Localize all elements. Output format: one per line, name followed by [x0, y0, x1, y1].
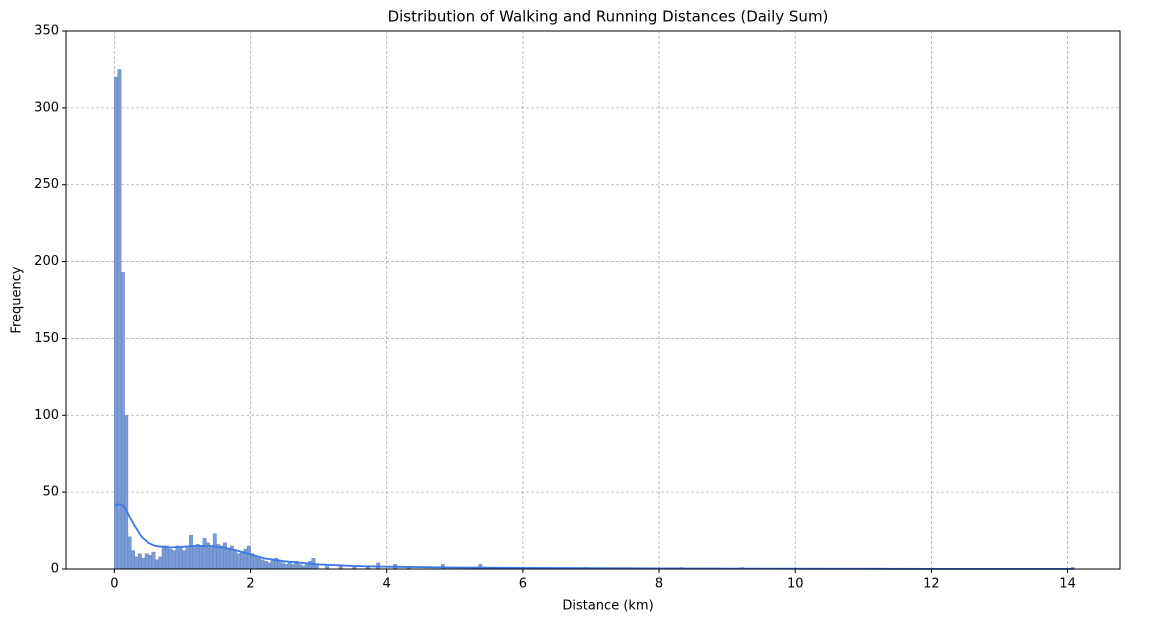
bar	[240, 551, 244, 570]
bar	[195, 544, 200, 570]
bar	[158, 556, 163, 570]
bar	[267, 562, 272, 570]
y-tick-label: 100	[34, 408, 59, 423]
bar	[277, 561, 282, 570]
bar	[127, 536, 132, 570]
bar	[291, 564, 295, 570]
x-tick-label: 6	[519, 577, 527, 592]
y-tick-label: 200	[34, 254, 59, 269]
x-tick-label: 2	[246, 577, 254, 592]
bar	[236, 553, 241, 570]
x-tick-label: 4	[383, 577, 391, 592]
bar	[280, 562, 285, 570]
bar	[137, 553, 142, 570]
bar	[131, 550, 135, 570]
bar	[287, 562, 292, 570]
chart-title: Distribution of Walking and Running Dist…	[388, 8, 829, 26]
y-tick-label: 50	[42, 485, 59, 500]
bar	[212, 533, 217, 570]
bar	[199, 545, 204, 570]
bar	[168, 548, 173, 570]
kde-line	[113, 503, 1075, 570]
x-tick-label: 14	[1059, 577, 1076, 592]
y-tick-label: 350	[34, 24, 59, 39]
y-tick-label: 300	[34, 100, 59, 115]
bar	[308, 561, 312, 570]
bar	[233, 550, 238, 570]
bar	[141, 558, 146, 570]
bar	[172, 550, 176, 570]
bar	[263, 561, 268, 570]
y-axis-label: Frequency	[10, 266, 25, 333]
bar	[304, 564, 309, 570]
bar	[134, 556, 139, 570]
y-tick-label: 250	[34, 177, 59, 192]
bar	[209, 547, 214, 570]
bar	[154, 559, 159, 570]
x-tick-label: 10	[787, 577, 804, 592]
bar	[175, 545, 180, 570]
bar	[216, 544, 221, 570]
plot-frame	[65, 30, 1121, 570]
x-tick-label: 8	[655, 577, 663, 592]
bar	[297, 564, 302, 570]
y-tick-label: 0	[51, 562, 59, 577]
y-tick-label: 150	[34, 331, 59, 346]
bar	[165, 545, 170, 570]
bar	[202, 538, 207, 570]
bar	[270, 559, 275, 570]
bar	[253, 556, 258, 570]
bar	[246, 545, 251, 570]
bar	[120, 272, 125, 570]
bar	[114, 76, 118, 570]
x-tick-label: 12	[923, 577, 940, 592]
bar	[226, 548, 231, 570]
bar	[192, 547, 197, 570]
bar	[284, 564, 289, 570]
x-tick-label: 0	[110, 577, 118, 592]
bar	[185, 547, 190, 570]
bar	[144, 553, 149, 570]
bar	[182, 550, 187, 570]
bar	[124, 415, 129, 570]
bar	[257, 558, 261, 570]
bar	[260, 559, 265, 570]
bar	[219, 545, 224, 570]
bar	[151, 551, 156, 570]
bar	[148, 554, 152, 570]
bar	[189, 534, 193, 570]
bar	[178, 547, 183, 570]
bar	[117, 69, 122, 570]
x-axis-label: Distance (km)	[562, 599, 653, 614]
bar	[161, 545, 166, 570]
